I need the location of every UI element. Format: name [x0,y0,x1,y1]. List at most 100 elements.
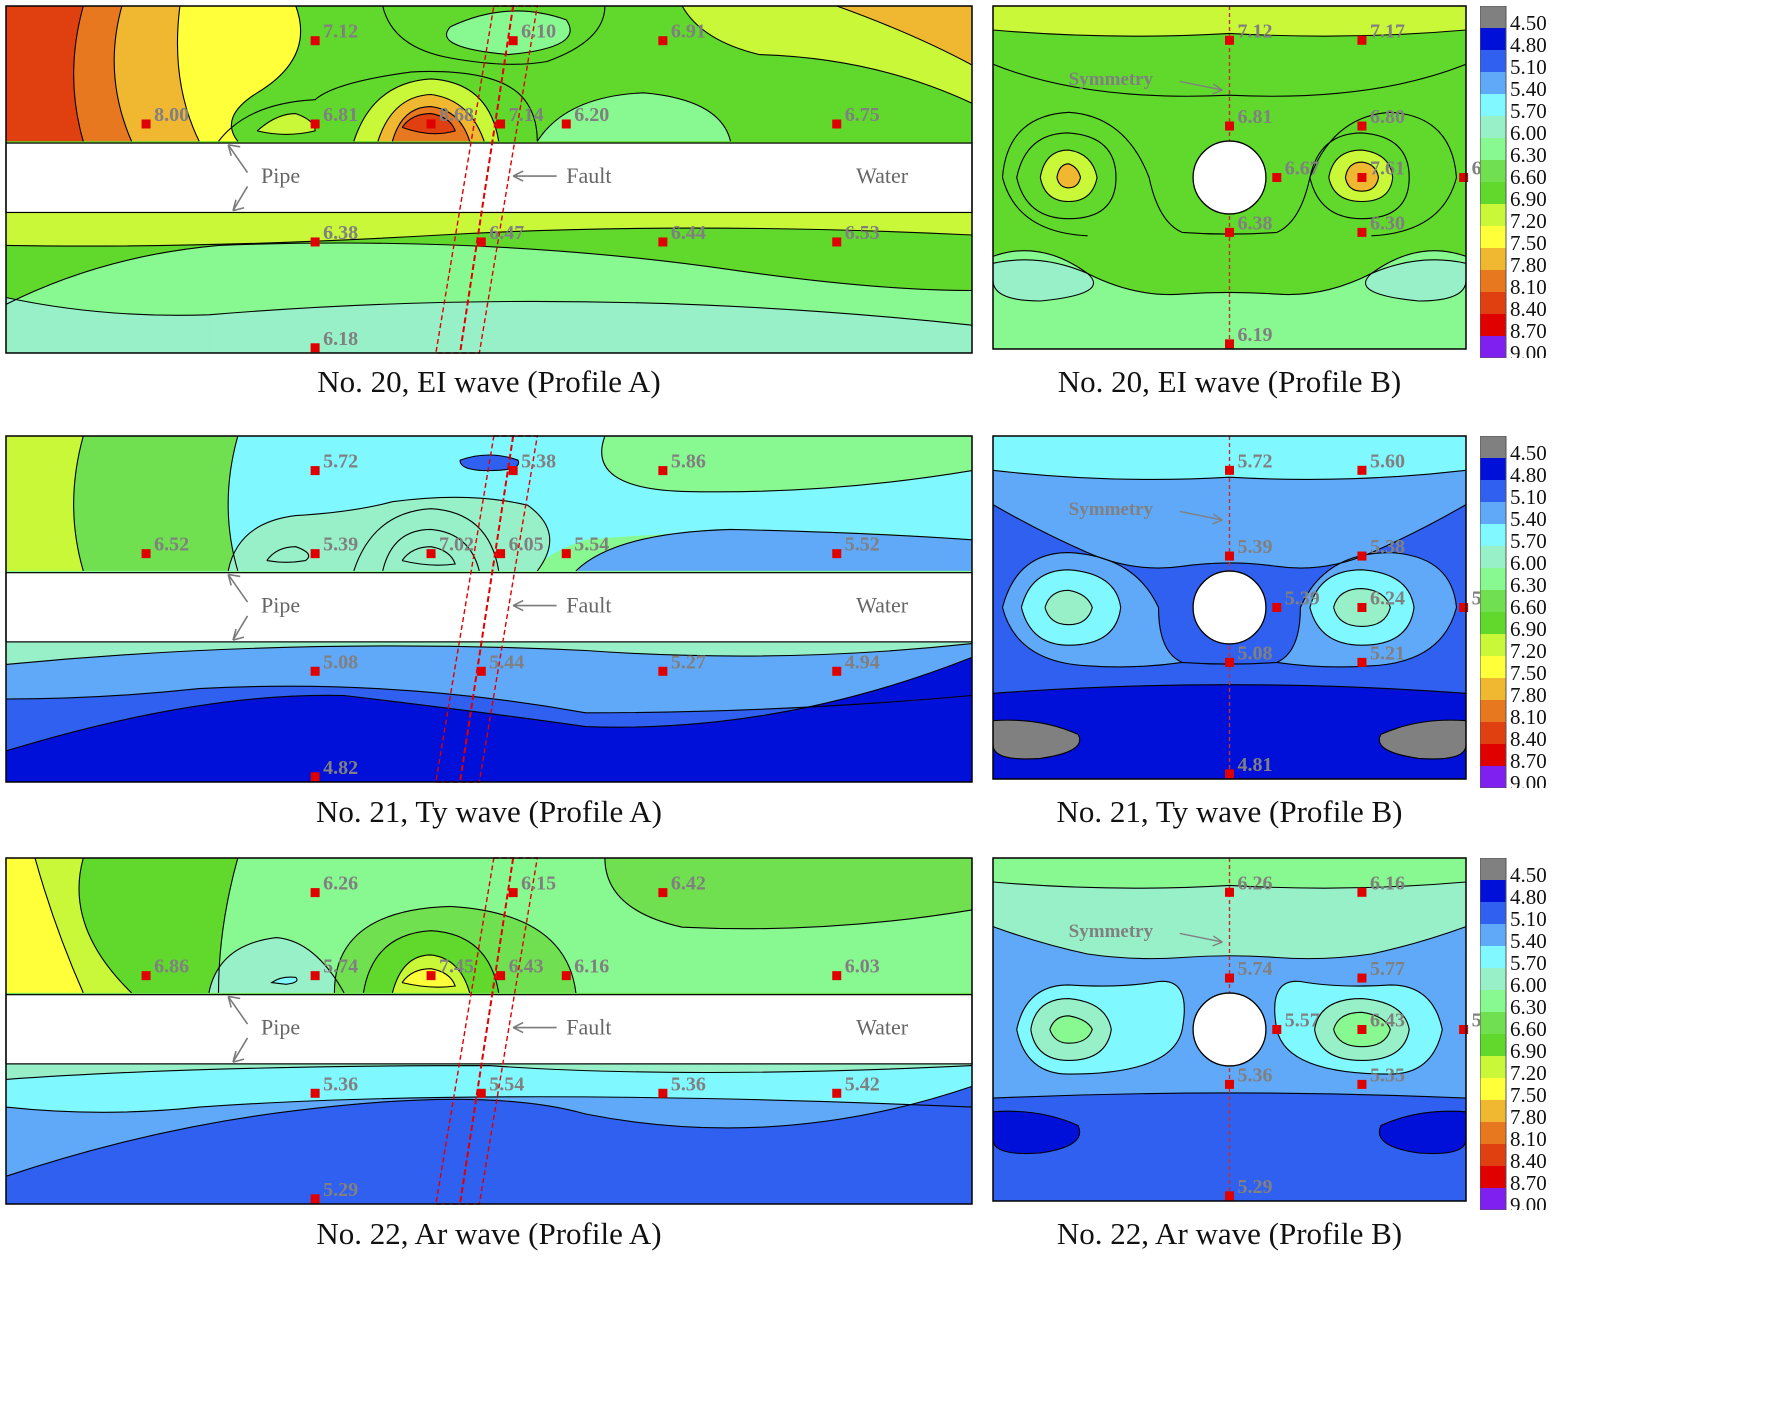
contour-line [401,113,456,135]
measurement-marker [1357,121,1367,131]
measurement-value: 5.57 [1285,1010,1320,1032]
legend-label: 5.70 [1510,99,1547,123]
measurement-value: 6.91 [671,21,706,43]
contour-line [992,29,1467,37]
contour-line [78,857,132,994]
legend-swatch [1480,766,1506,788]
contour-line [575,528,973,572]
measurement-value: 5.21 [1370,642,1405,664]
contour-region [1049,1015,1093,1044]
legend-label: 8.70 [1510,749,1547,773]
contour-line [353,508,500,572]
contour-line [176,5,200,142]
measurement-value: 5.44 [489,651,524,673]
measurement-marker [426,549,436,559]
measurement-value: 6.18 [323,328,358,350]
legend-swatch [1480,1100,1506,1122]
symmetry-arrow-icon [1179,80,1223,95]
contour-line [992,259,1094,302]
fault-arrow-icon [512,599,557,612]
pipe-cross-section [1192,992,1267,1067]
contour-region [1056,163,1081,188]
measurement-marker [1225,769,1234,779]
measurement-value: 5.42 [845,1073,880,1095]
contour-line [1016,980,1185,1075]
measurement-value: 8.00 [154,104,189,126]
contour-line [681,5,973,104]
contour-line [1030,998,1112,1061]
contour-region [6,210,972,247]
contour-region [35,858,132,993]
legend-label: 8.40 [1510,297,1547,321]
contour-region [177,6,301,142]
legend-swatch [1480,116,1506,138]
panel-border [992,435,1467,780]
legend-swatch [1480,880,1506,902]
measurement-marker [476,237,486,247]
legend-swatch [1480,612,1506,634]
panel-border [5,435,973,783]
contour-line [218,70,538,142]
contour-line [1371,177,1458,237]
contour-line [604,857,973,930]
measurement-marker [310,666,320,676]
symmetry-label: Symmetry [1069,69,1154,90]
legend-label: 8.40 [1510,727,1547,751]
contour-panel-no20-profile-b: Symmetry7.127.176.816.806.677.616.406.38… [992,5,1507,350]
measurement-value: 5.38 [1370,536,1405,558]
measurement-value: 5.08 [323,651,358,673]
legend-label: 7.20 [1510,639,1547,663]
measurement-marker [310,888,320,898]
measurement-marker [561,549,571,559]
contour-region [575,529,972,571]
legend-label: 6.90 [1510,617,1547,641]
legend-swatch [1480,1078,1506,1100]
measurement-value: 5.36 [1238,1064,1273,1086]
measurement-marker [1225,1079,1234,1089]
contour-line [836,5,973,66]
measurement-marker [1225,657,1234,667]
contour-line [992,719,1081,760]
contour-line [1016,132,1117,220]
color-legend-1: 4.50 4.80 5.10 5.40 5.70 6.00 6.30 6.60 6.90 7.20… [1479,5,1570,365]
legend-label: 4.50 [1510,863,1547,887]
legend-label: 6.00 [1510,551,1547,575]
measurement-value: 6.43 [509,956,544,978]
legend-label: 4.80 [1510,463,1547,487]
fault-line [459,5,515,354]
contour-line [1049,1015,1093,1044]
legend-label: 7.80 [1510,253,1547,277]
contour-region [993,250,1466,349]
legend-label: 6.00 [1510,121,1547,145]
water-label: Water [856,592,909,617]
legend-label: 7.20 [1510,1061,1547,1085]
measurement-marker [1357,173,1367,182]
contour-line [5,227,973,247]
contour-region [208,301,972,353]
legend-label: 6.30 [1510,573,1547,597]
contour-line [1274,980,1443,1075]
measurement-value: 5.39 [1238,536,1273,558]
contour-region [6,858,84,993]
legend-label: 9.00 [1510,341,1547,358]
pipe-label: Pipe [261,592,300,617]
fault-label: Fault [566,163,611,188]
legend-label: 8.10 [1510,275,1547,299]
caption-no21-profile-a: No. 21, Ty wave (Profile A) [316,794,662,829]
contour-line [1309,569,1415,646]
contour-line [992,469,1467,480]
legend-swatch [1480,28,1506,50]
measurement-marker [1357,603,1367,612]
measurement-marker [1357,1025,1367,1034]
contour-region [6,436,84,571]
legend-label: 5.70 [1510,529,1547,553]
legend-swatch [1480,248,1506,270]
measurement-value: 7.12 [323,21,358,43]
legend-swatch [1480,50,1506,72]
contour-region [73,436,238,571]
contour-region [228,497,550,571]
contour-line [256,113,316,135]
contour-line [992,250,1467,296]
measurement-marker [508,888,518,898]
panel-border [5,857,973,1205]
